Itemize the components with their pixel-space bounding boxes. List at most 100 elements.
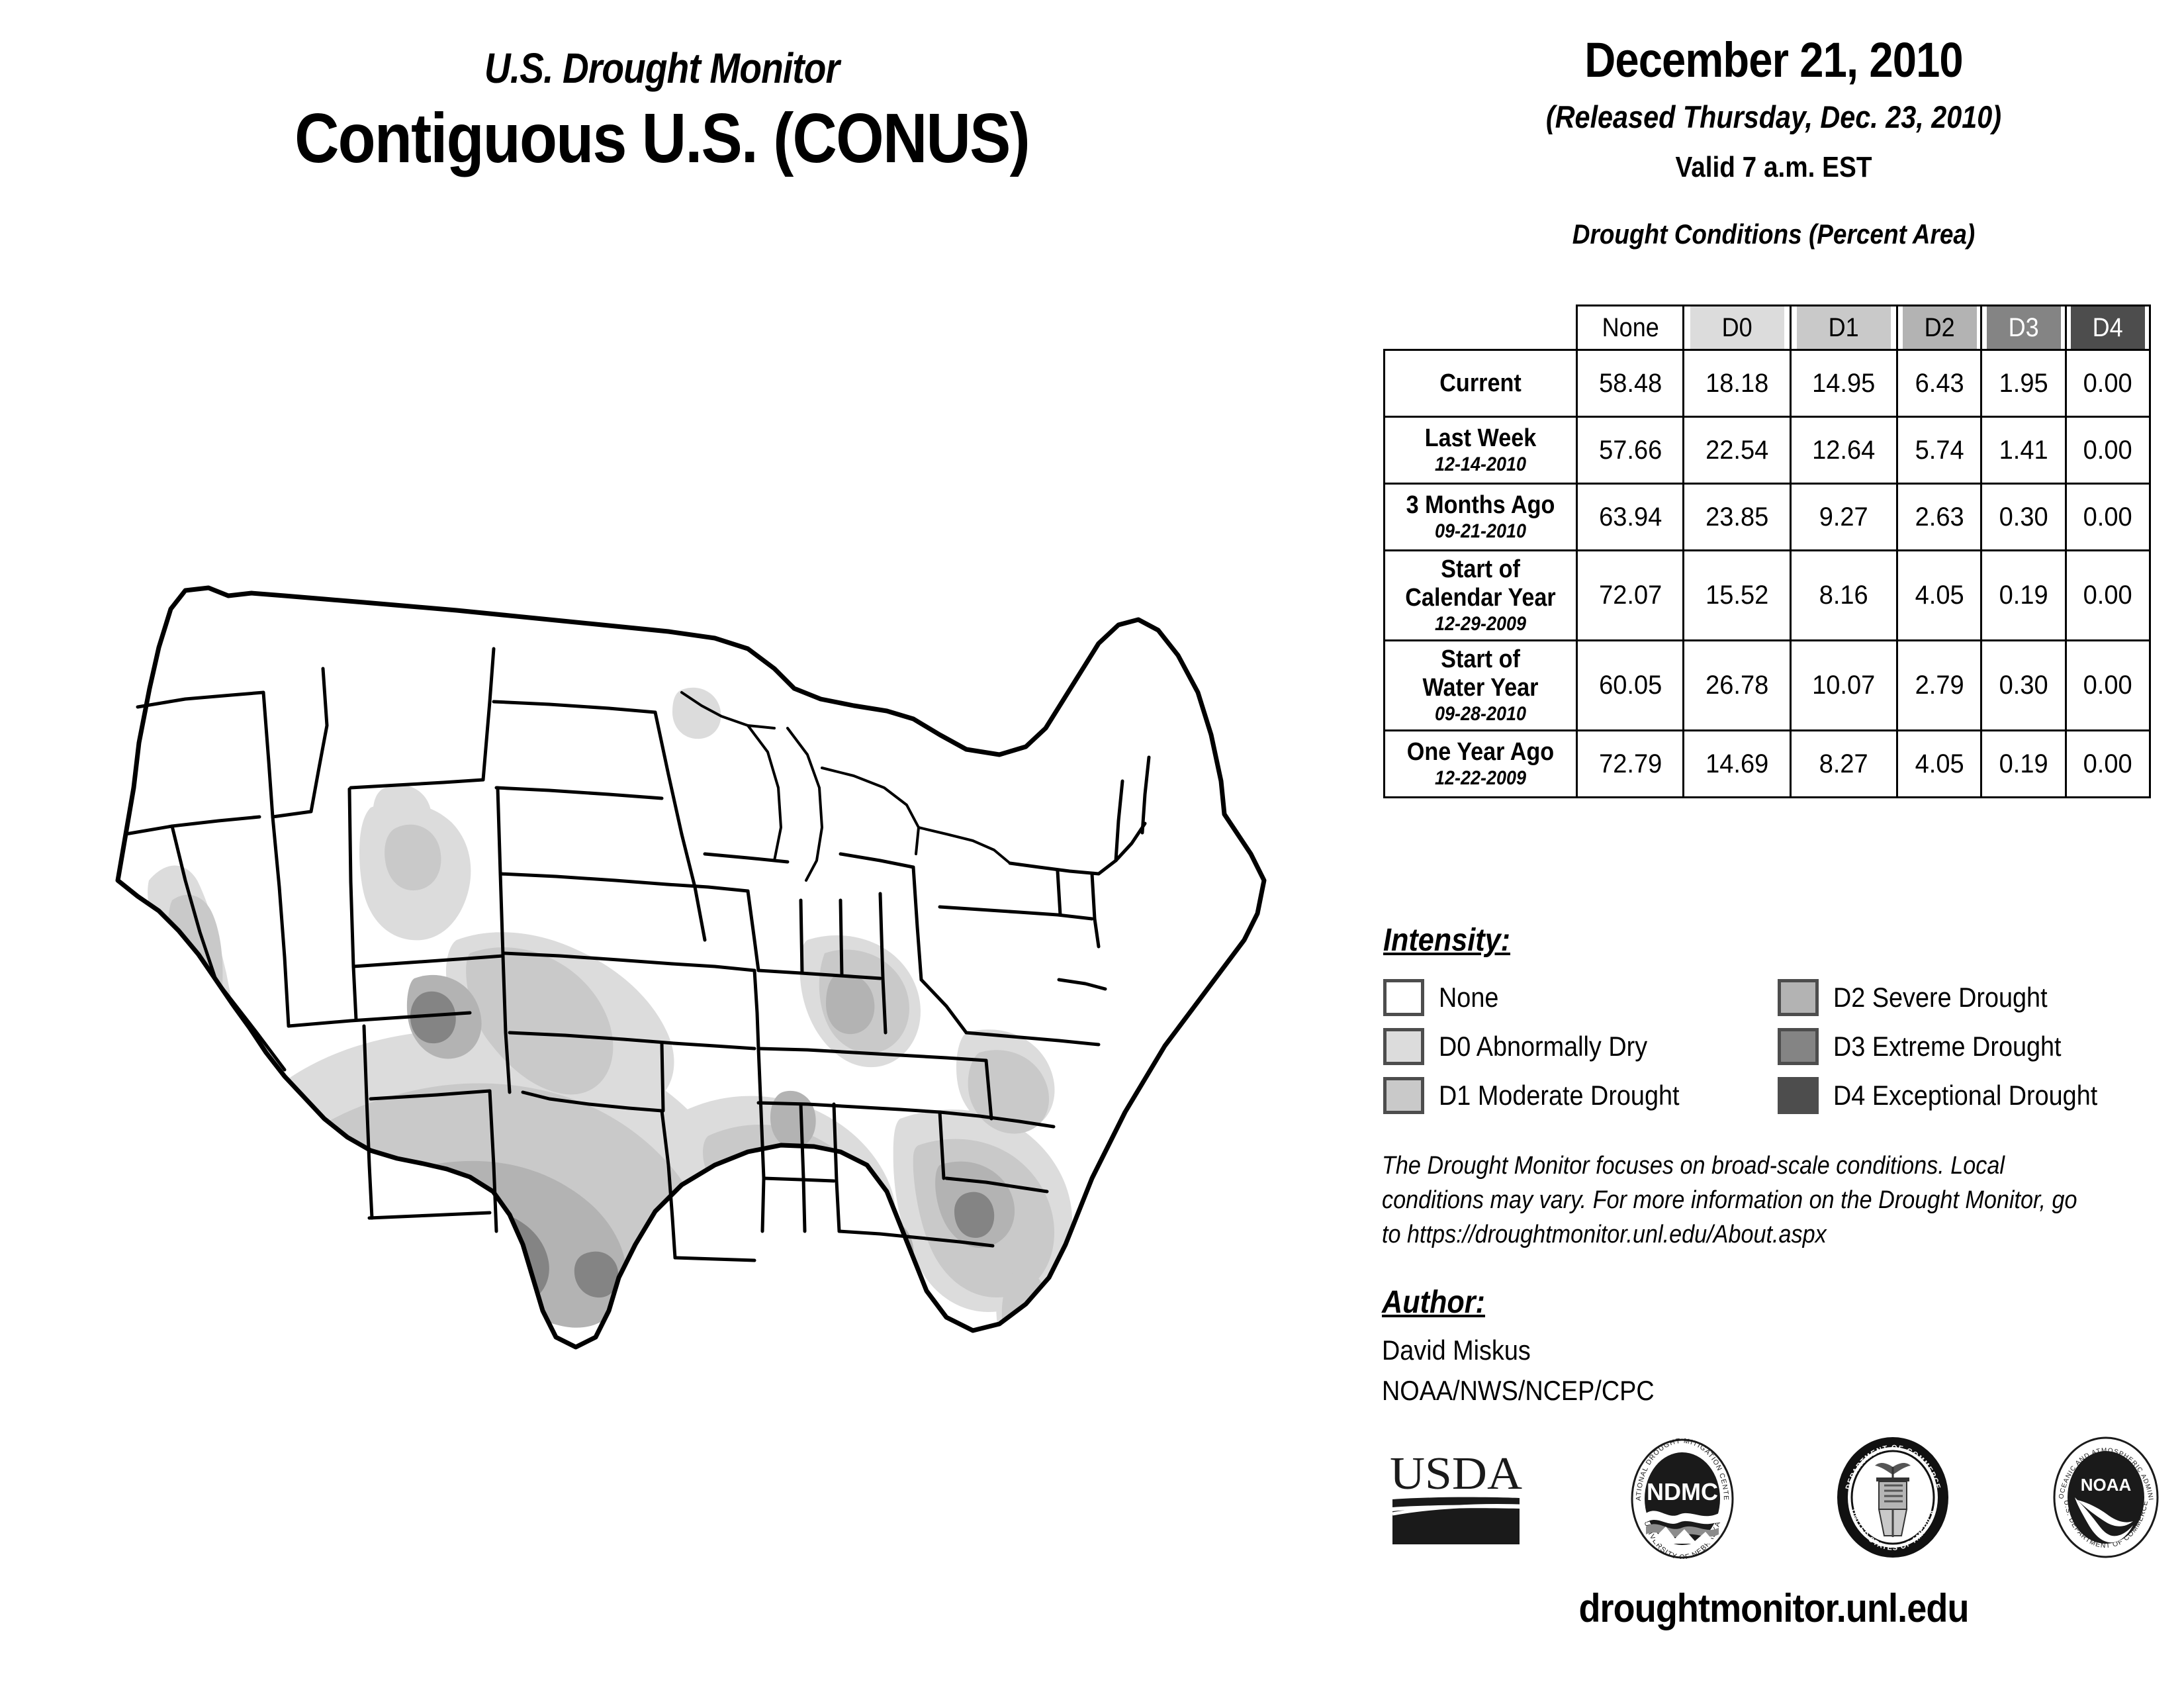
cell-d4: 0.00 (2066, 729, 2149, 799)
table-col-header-d0: D0 (1688, 305, 1786, 351)
valid-time: Valid 7 a.m. EST (1675, 151, 1872, 183)
cell-d2: 5.74 (1898, 416, 1981, 485)
table-row: Start of Calendar Year 12-29-2009 72.07 15.5… (1383, 549, 2150, 642)
cell-d1: 8.16 (1792, 549, 1896, 642)
cell-d4: 0.00 (2066, 483, 2149, 551)
map-svg (115, 585, 1267, 1350)
row-label-text: Water Year (1422, 673, 1539, 702)
legend-label: D2 Severe Drought (1833, 982, 2048, 1013)
svg-text:NDMC: NDMC (1647, 1478, 1718, 1505)
table-col-header-none: None (1581, 305, 1680, 351)
row-label-text: Calendar Year (1405, 583, 1556, 612)
cell-d4: 0.00 (2066, 639, 2149, 732)
drought-map[interactable] (86, 569, 1304, 1364)
legend-item: D2 Severe Drought (1778, 973, 2135, 1022)
legend-swatch (1778, 1077, 1819, 1114)
legend-grid: None D2 Severe Drought D0 Abnormally Dry D3… (1383, 973, 2161, 1120)
row-label: One Year Ago 12-22-2009 (1383, 729, 1578, 799)
cell-d4: 0.00 (2066, 349, 2149, 418)
cell-d1: 8.27 (1792, 729, 1896, 799)
legend-label: D0 Abnormally Dry (1439, 1031, 1648, 1062)
table-body: Current 58.48 18.18 14.95 6.43 1.95 0.00 Last W… (1383, 349, 2150, 799)
valid-date: December 21, 2010 (1584, 32, 1963, 87)
table-row: Current 58.48 18.18 14.95 6.43 1.95 0.00 (1383, 349, 2150, 418)
legend-label: D3 Extreme Drought (1833, 1031, 2062, 1062)
table-row: One Year Ago 12-22-2009 72.79 14.69 8.27 4.05… (1383, 729, 2150, 799)
cell-none: 60.05 (1578, 639, 1682, 732)
cell-none: 58.48 (1578, 349, 1682, 418)
cell-d3: 0.30 (1982, 483, 2065, 551)
usda-logo: USDA (1383, 1445, 1529, 1554)
ndmc-logo: NATIONAL DROUGHT MITIGATION CENTER UNIVE… (1623, 1430, 1739, 1562)
doc-seal-logo: DEPARTMENT OF COMMERCE UNITED STATES OF … (1835, 1436, 1951, 1562)
drought-conditions-table: None D0 D1 D2 D3 D4 Current 58.48 18.18 14.95 6.4… (1383, 305, 2151, 799)
legend-swatch (1778, 1028, 1819, 1065)
legend-swatch (1383, 979, 1424, 1016)
table-row: Last Week 12-14-2010 57.66 22.54 12.64 5.74 1.… (1383, 416, 2150, 485)
cell-d1: 12.64 (1792, 416, 1896, 485)
legend-item: None (1383, 973, 1741, 1022)
row-label-text: Current (1439, 369, 1522, 397)
row-label-date: 12-22-2009 (1434, 767, 1527, 790)
legend-item: D0 Abnormally Dry (1383, 1022, 1741, 1071)
author-name: David Miskus (1382, 1335, 1531, 1366)
cell-d1: 14.95 (1792, 349, 1896, 418)
cell-d0: 18.18 (1685, 349, 1789, 418)
row-label: Start of Calendar Year 12-29-2009 (1383, 549, 1578, 642)
footer-url[interactable]: droughtmonitor.unl.edu (1578, 1586, 1969, 1630)
table-col-header-d4: D4 (2069, 305, 2147, 351)
author-info: David Miskus NOAA/NWS/NCEP/CPC (1382, 1331, 1655, 1411)
table-col-header-d1: D1 (1795, 305, 1893, 351)
cell-d2: 2.63 (1898, 483, 1981, 551)
table-col-header-d2: D2 (1900, 305, 1978, 351)
table-corner-cell (1394, 306, 1567, 350)
row-label-date: 12-14-2010 (1434, 453, 1527, 476)
row-label-text: Start of (1441, 645, 1520, 674)
cell-d4: 0.00 (2066, 416, 2149, 485)
cell-d0: 22.54 (1685, 416, 1789, 485)
intensity-heading: Intensity: (1383, 923, 1511, 958)
svg-text:USDA: USDA (1390, 1448, 1522, 1499)
cell-none: 57.66 (1578, 416, 1682, 485)
table-header-row: None D0 D1 D2 D3 D4 (1385, 305, 2150, 351)
table-row: Start of Water Year 09-28-2010 60.05 26.78 10… (1383, 639, 2150, 732)
cell-d3: 1.41 (1982, 416, 2065, 485)
logo-row: USDA NATIONAL DROUGHT MITIGATION CENTER (1370, 1430, 2177, 1562)
legend-swatch (1778, 979, 1819, 1016)
cell-none: 72.79 (1578, 729, 1682, 799)
legend-swatch (1383, 1028, 1424, 1065)
table-caption: Drought Conditions (Percent Area) (1572, 218, 1976, 250)
row-label-text: One Year Ago (1406, 737, 1555, 766)
cell-d2: 4.05 (1898, 729, 1981, 799)
cell-d0: 14.69 (1685, 729, 1789, 799)
cell-d0: 15.52 (1685, 549, 1789, 642)
legend-label: None (1439, 982, 1499, 1013)
right-panel: December 21, 2010 (Released Thursday, De… (1363, 0, 2184, 1688)
cell-d4: 0.00 (2066, 549, 2149, 642)
row-label-date: 09-28-2010 (1434, 703, 1527, 726)
cell-d2: 6.43 (1898, 349, 1981, 418)
table-row: 3 Months Ago 09-21-2010 63.94 23.85 9.27 2.63… (1383, 483, 2150, 551)
row-label-text: 3 Months Ago (1406, 491, 1555, 519)
row-label: Last Week 12-14-2010 (1383, 416, 1578, 485)
cell-none: 63.94 (1578, 483, 1682, 551)
legend-label: D1 Moderate Drought (1439, 1080, 1680, 1111)
legend-swatch (1383, 1077, 1424, 1114)
date-block: December 21, 2010 (Released Thursday, De… (1363, 0, 2184, 184)
legend-item: D3 Extreme Drought (1778, 1022, 2135, 1071)
cell-d2: 2.79 (1898, 639, 1981, 732)
cell-d3: 1.95 (1982, 349, 2065, 418)
row-label-date: 12-29-2009 (1434, 613, 1527, 635)
cell-d2: 4.05 (1898, 549, 1981, 642)
svg-text:NOAA: NOAA (2081, 1475, 2132, 1495)
cell-d3: 0.19 (1982, 549, 2065, 642)
released-date: (Released Thursday, Dec. 23, 2010) (1545, 99, 2002, 134)
cell-d1: 10.07 (1792, 639, 1896, 732)
page-title: Contiguous U.S. (CONUS) (295, 99, 1030, 178)
cell-none: 72.07 (1578, 549, 1682, 642)
noaa-logo: NATIONAL OCEANIC AND ATMOSPHERIC ADMINIS… (2046, 1431, 2164, 1562)
cell-d3: 0.19 (1982, 729, 2065, 799)
title-block: U.S. Drought Monitor Contiguous U.S. (CO… (0, 46, 1324, 177)
disclaimer-text: The Drought Monitor focuses on broad-sca… (1382, 1152, 2077, 1249)
legend-label: D4 Exceptional Drought (1833, 1080, 2098, 1111)
